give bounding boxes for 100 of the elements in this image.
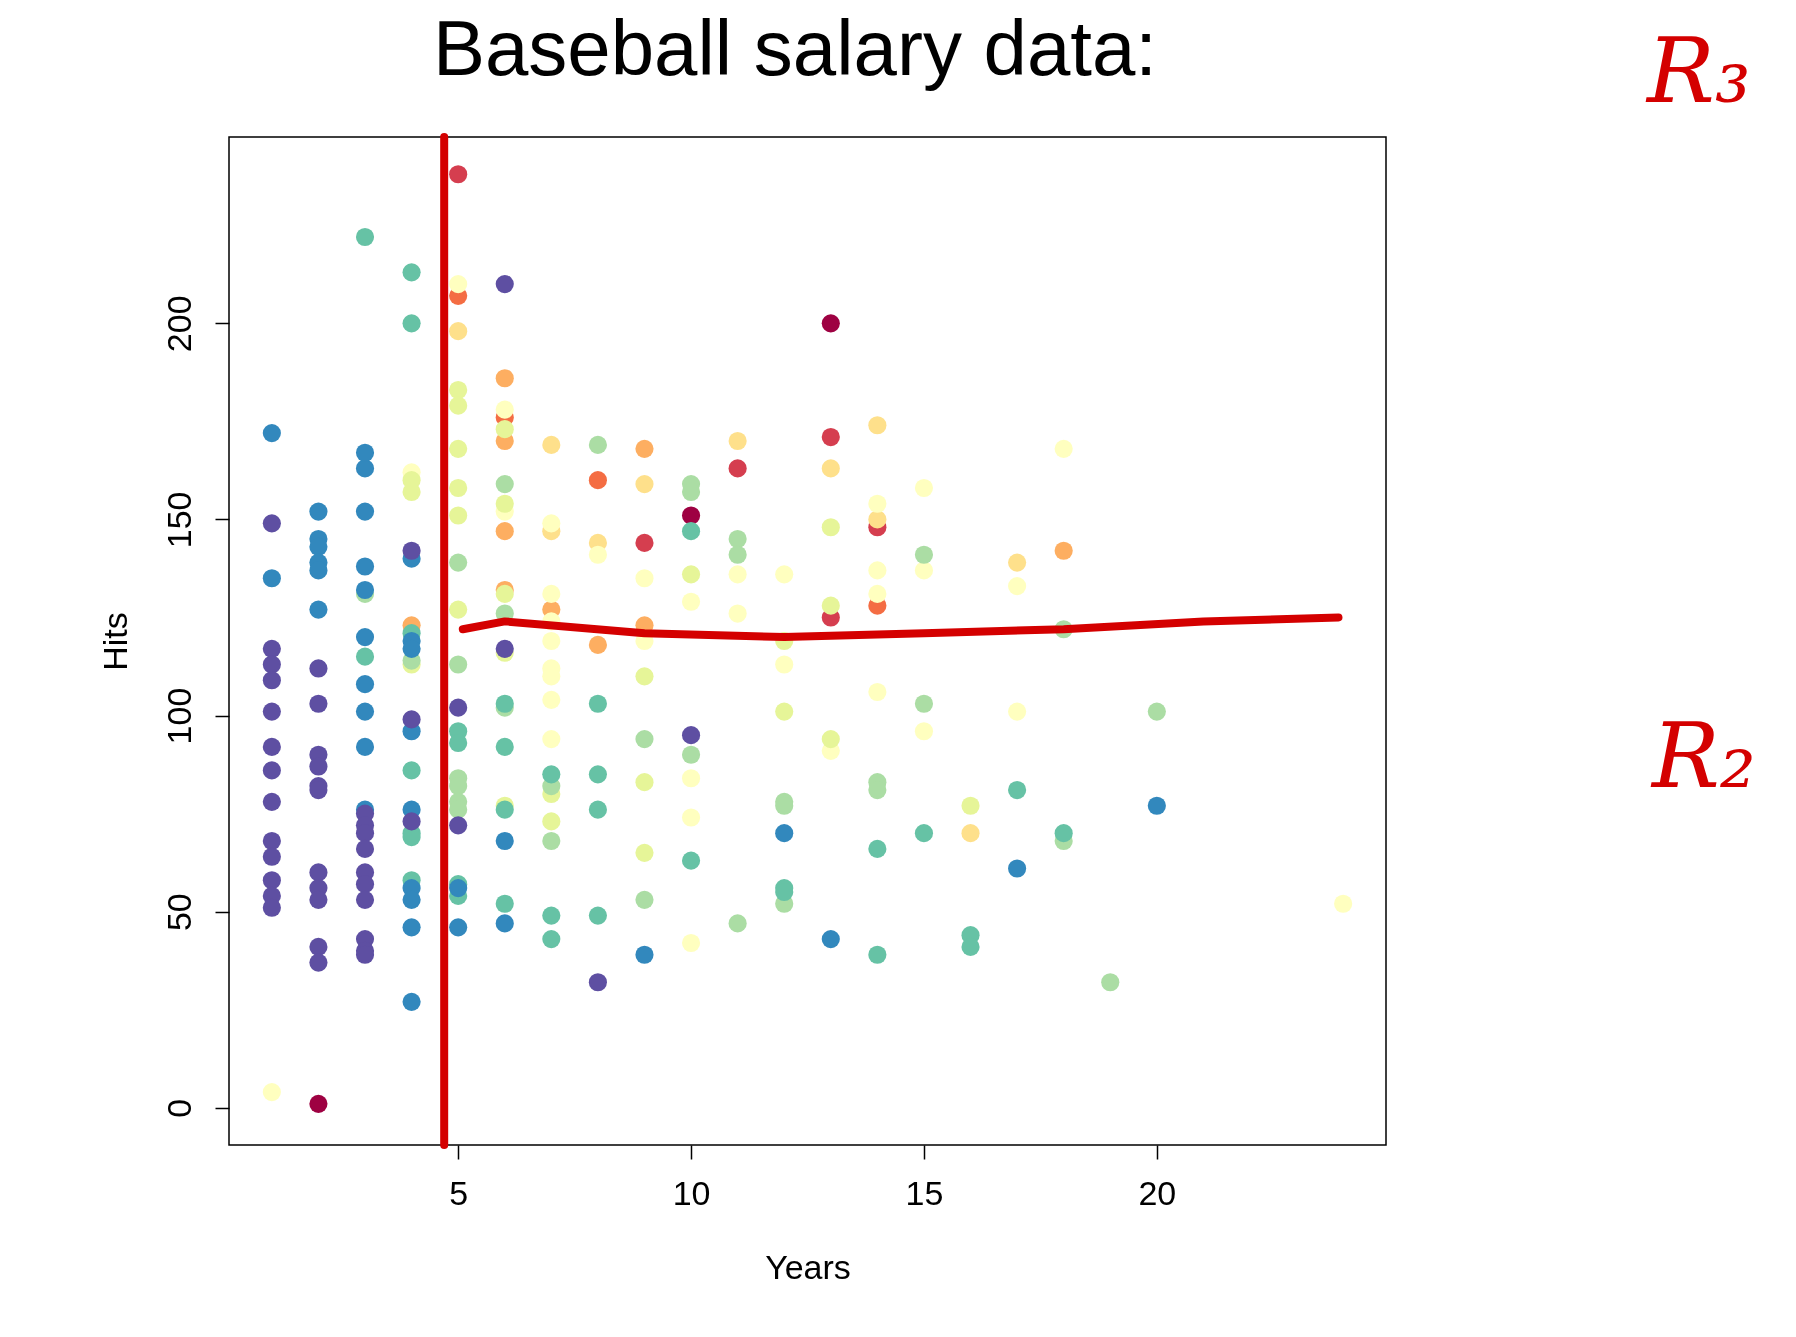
point (355, 647, 375, 666)
point (262, 831, 281, 851)
point (449, 600, 468, 619)
point (262, 569, 281, 588)
point (449, 816, 468, 835)
point (355, 875, 375, 894)
point (868, 945, 887, 964)
x-tick-label: 15 (905, 1173, 944, 1212)
point (495, 522, 514, 541)
x-axis-title: Years (765, 1247, 851, 1286)
point (355, 839, 375, 858)
point (542, 729, 561, 749)
point (1334, 894, 1353, 913)
point (681, 726, 701, 745)
point (262, 655, 281, 674)
point (914, 478, 934, 498)
point (1008, 780, 1027, 800)
y-tick-label: 200 (159, 295, 198, 353)
point (868, 839, 887, 858)
point (309, 953, 328, 972)
point (542, 435, 561, 454)
point (1008, 702, 1027, 721)
point (355, 459, 375, 478)
point (495, 584, 514, 603)
point (868, 682, 887, 702)
point (262, 702, 281, 721)
point (588, 694, 607, 713)
point (728, 604, 747, 623)
point (635, 945, 654, 964)
point (495, 831, 514, 851)
point (821, 427, 840, 447)
point (355, 227, 375, 247)
point (542, 831, 561, 851)
point (449, 918, 468, 937)
point (309, 600, 328, 619)
point (681, 745, 701, 764)
point (868, 510, 887, 529)
point (914, 824, 934, 843)
point (495, 914, 514, 933)
point (542, 584, 561, 603)
point (495, 494, 514, 513)
point (495, 639, 514, 658)
point (495, 369, 514, 388)
y-tick-label: 100 (159, 687, 198, 745)
point (635, 475, 654, 494)
point (449, 553, 468, 572)
point (821, 596, 840, 615)
point (681, 933, 701, 953)
point (914, 722, 934, 741)
point (309, 502, 328, 521)
point (868, 561, 887, 580)
point (821, 518, 840, 537)
point (1054, 439, 1073, 458)
point (821, 729, 840, 749)
point (262, 871, 281, 890)
point (355, 557, 375, 576)
point (262, 639, 281, 658)
point (449, 879, 468, 898)
point (588, 545, 607, 564)
point (449, 396, 468, 415)
point (868, 584, 887, 603)
point (262, 847, 281, 866)
point (635, 843, 654, 862)
point (309, 659, 328, 678)
point (355, 675, 375, 694)
point (309, 694, 328, 713)
point (868, 494, 887, 513)
point (309, 863, 328, 882)
point (262, 424, 281, 443)
point (449, 439, 468, 458)
point (728, 431, 747, 451)
point (681, 769, 701, 788)
point (821, 459, 840, 478)
point (961, 824, 980, 843)
point (728, 914, 747, 933)
point (262, 761, 281, 780)
point (355, 502, 375, 521)
point (635, 439, 654, 458)
text: R₂ (1650, 703, 1756, 808)
point (681, 808, 701, 827)
point (402, 314, 421, 333)
point (449, 733, 468, 753)
point (1147, 702, 1166, 721)
point (542, 906, 561, 925)
text: R₃ (1645, 18, 1751, 123)
point (495, 694, 514, 713)
point (495, 275, 514, 294)
y-tick-label: 150 (159, 491, 198, 549)
point (914, 561, 934, 580)
point (542, 765, 561, 784)
point (775, 655, 794, 674)
point (309, 937, 328, 956)
y-axis-title: Hits (95, 612, 134, 671)
point (262, 737, 281, 756)
point (868, 416, 887, 435)
point (402, 761, 421, 780)
point (775, 565, 794, 584)
point (635, 533, 654, 553)
point (542, 690, 561, 709)
point (821, 314, 840, 333)
